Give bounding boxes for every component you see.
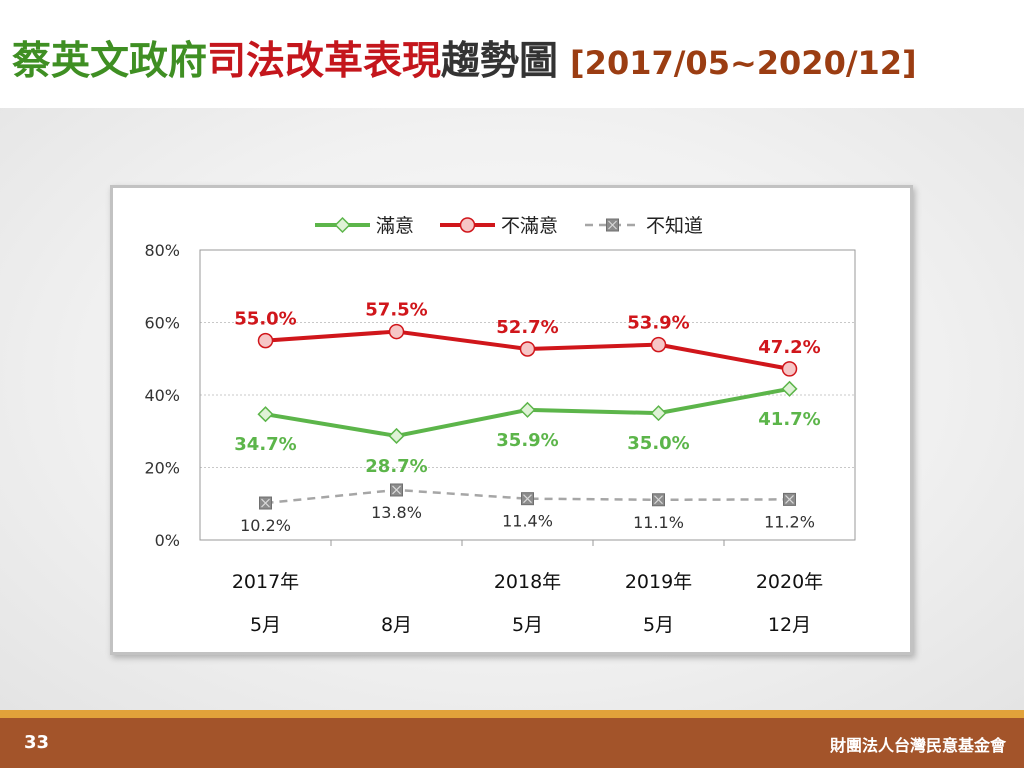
- series-1-label-3: 53.9%: [627, 313, 689, 334]
- title-part-judicial-reform: 司法改革表現: [207, 39, 442, 84]
- series-2-label-3: 11.1%: [633, 513, 684, 532]
- x-tick-label-month-0: 5月: [250, 614, 281, 636]
- x-tick-label-month-4: 12月: [768, 614, 811, 636]
- title-date-range: [2017/05~2020/12]: [570, 44, 917, 82]
- series-0-label-2: 35.9%: [496, 430, 558, 451]
- title-bar: 蔡英文政府司法改革表現趨勢圖 [2017/05~2020/12]: [0, 0, 1024, 108]
- series-2-point-1-cross: [392, 485, 401, 495]
- x-tick-label-year-4: 2020年: [756, 571, 823, 593]
- y-tick-label-0: 0%: [155, 531, 180, 550]
- chart-frame: [110, 185, 913, 655]
- legend-label-2: 不知道: [646, 215, 703, 237]
- series-1-point-0: [257, 332, 274, 349]
- series-2-label-1: 13.8%: [371, 503, 422, 522]
- x-tick-label-year-3: 2019年: [625, 571, 692, 593]
- series-0-label-4: 41.7%: [758, 409, 820, 430]
- series-2-point-0-cross: [261, 498, 270, 508]
- series-0-point-1: [388, 427, 405, 445]
- series-2-label-4: 11.2%: [764, 512, 815, 531]
- series-1-point-1: [388, 323, 405, 340]
- series-1-label-1: 57.5%: [365, 300, 427, 321]
- series-0-label-1: 28.7%: [365, 456, 427, 477]
- x-tick-label-month-1: 8月: [381, 614, 412, 636]
- footer-accent-line: [0, 710, 1024, 718]
- series-2-label-2: 11.4%: [502, 512, 553, 531]
- series-0-label-3: 35.0%: [627, 433, 689, 454]
- plot-area-border: [199, 249, 856, 541]
- footer-bar: 33 財團法人台灣民意基金會: [0, 718, 1024, 768]
- series-0-point-3: [650, 405, 667, 422]
- title-part-trend-chart: 趨勢圖: [441, 39, 559, 84]
- x-tick-label-month-2: 5月: [512, 614, 543, 636]
- series-1-point-4: [781, 361, 798, 377]
- legend-marker-2-cross: [608, 220, 617, 230]
- series-1-point-3: [650, 336, 667, 353]
- series-line-2: [265, 488, 790, 505]
- series-1-label-0: 55.0%: [234, 309, 296, 330]
- slide-title: 蔡英文政府司法改革表現趨勢圖 [2017/05~2020/12]: [12, 30, 917, 86]
- legend-label-1: 不滿意: [501, 215, 558, 237]
- series-2-point-2-cross: [523, 494, 532, 504]
- series-0-point-2: [519, 401, 536, 418]
- series-1-label-2: 52.7%: [496, 317, 558, 338]
- organization-name: 財團法人台灣民意基金會: [829, 736, 1006, 755]
- series-1-point-2: [519, 341, 536, 357]
- title-part-government: 蔡英文政府: [12, 39, 208, 84]
- y-tick-label-4: 80%: [144, 241, 180, 260]
- x-tick-label-year-2: 2018年: [494, 571, 561, 593]
- series-2-point-4-cross: [785, 494, 794, 504]
- page-number: 33: [24, 732, 50, 753]
- series-0-point-4: [781, 380, 798, 397]
- legend-marker-1: [459, 217, 476, 233]
- trend-line-chart: 0% 20% 40% 60% 80% 2017年 5月 8月 2018年 5月 2019年 5月 202…: [144, 215, 856, 636]
- x-tick-label-year-0: 2017年: [232, 571, 299, 593]
- legend-label-0: 滿意: [376, 215, 414, 237]
- series-0-label-0: 34.7%: [234, 434, 296, 455]
- series-1-label-4: 47.2%: [758, 337, 820, 358]
- y-tick-label-3: 60%: [144, 314, 180, 333]
- x-tick-label-month-3: 5月: [643, 614, 674, 636]
- y-tick-label-2: 40%: [144, 386, 180, 405]
- series-0-point-0: [257, 406, 274, 423]
- y-tick-label-1: 20%: [144, 459, 180, 478]
- series-2-point-3-cross: [654, 495, 663, 505]
- legend-marker-0: [334, 216, 351, 234]
- series-2-label-0: 10.2%: [240, 516, 291, 535]
